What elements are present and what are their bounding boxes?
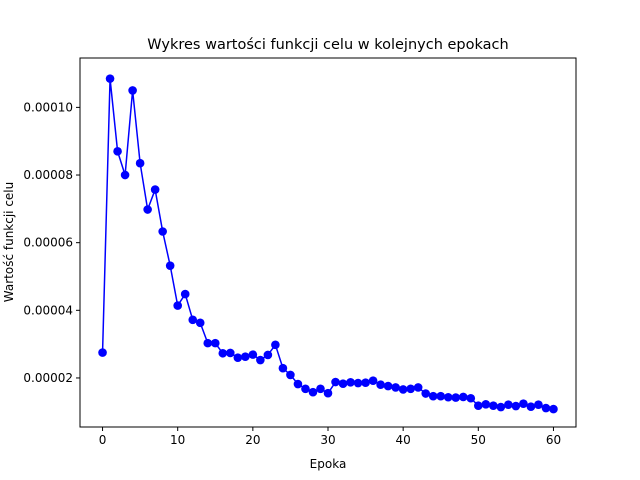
data-point (436, 391, 446, 401)
data-point (173, 301, 182, 310)
data-point (165, 261, 175, 270)
data-point (346, 378, 355, 387)
x-tick-label: 50 (471, 433, 486, 447)
data-point (428, 391, 438, 401)
data-point (271, 340, 280, 350)
data-point (406, 384, 415, 394)
data-point (256, 355, 265, 365)
x-tick-label: 10 (170, 433, 185, 447)
data-point (353, 378, 363, 388)
data-point (458, 392, 468, 402)
data-point (105, 74, 115, 83)
data-point (233, 353, 243, 362)
data-point (481, 400, 491, 409)
data-point (203, 338, 213, 348)
data-point (286, 370, 295, 380)
data-point (466, 393, 476, 403)
data-point (504, 400, 513, 409)
x-tick-label: 20 (245, 433, 260, 447)
data-point (301, 384, 310, 394)
data-point (541, 403, 551, 413)
data-point (489, 401, 498, 410)
data-point (293, 379, 303, 389)
y-tick-label: 0.00006 (23, 236, 73, 250)
data-point (180, 289, 190, 299)
plot-frame (79, 57, 577, 428)
data-point (98, 348, 107, 357)
y-axis-label: Wartość funkcji celu (2, 182, 16, 302)
data-point (278, 363, 288, 373)
y-tick-label: 0.00004 (23, 303, 73, 317)
data-point (338, 379, 348, 389)
data-point (519, 399, 528, 408)
y-tick-label: 0.00010 (23, 100, 73, 114)
x-tick-label: 30 (320, 433, 335, 447)
y-axis: 0.00002 0.00004 0.00006 0.00008 0.00010 (23, 100, 80, 385)
data-point (451, 393, 461, 402)
data-point (361, 378, 370, 387)
chart-title: Wykres wartości funkcji celu w kolejnych… (147, 37, 508, 53)
x-axis: 0 10 20 30 40 50 60 (99, 427, 561, 447)
data-point (534, 400, 543, 409)
data-point (210, 338, 220, 348)
x-tick-label: 60 (546, 433, 561, 447)
data-point (158, 227, 167, 236)
data-point (391, 383, 400, 392)
data-point (413, 383, 423, 392)
data-point (549, 404, 558, 414)
data-point (331, 377, 340, 387)
data-point (248, 350, 258, 359)
data-point (143, 205, 152, 214)
data-point (526, 402, 536, 412)
x-tick-label: 0 (99, 433, 107, 447)
y-tick-label: 0.00002 (23, 371, 73, 385)
data-point (443, 392, 453, 402)
data-point (308, 387, 318, 397)
data-point (383, 381, 393, 391)
data-point (135, 158, 145, 168)
data-point (226, 348, 235, 358)
data-point (511, 401, 521, 411)
data-point (128, 86, 137, 95)
x-axis-label: Epoka (310, 457, 347, 471)
data-point (474, 401, 483, 410)
data-point (241, 352, 250, 361)
data-point (195, 318, 205, 328)
data-point (398, 385, 408, 394)
data-point (188, 315, 198, 325)
data-point (376, 380, 385, 390)
data-point (496, 402, 506, 412)
data-point (113, 147, 122, 156)
x-tick-label: 40 (396, 433, 411, 447)
data-point (263, 350, 273, 360)
data-point (368, 376, 378, 385)
data-point (421, 389, 431, 398)
data-point (323, 388, 333, 398)
data-point (218, 348, 228, 358)
data-point (316, 384, 325, 394)
data-point (150, 185, 160, 194)
data-point (120, 170, 130, 180)
plot-series (98, 74, 558, 414)
y-tick-label: 0.00008 (23, 168, 73, 182)
